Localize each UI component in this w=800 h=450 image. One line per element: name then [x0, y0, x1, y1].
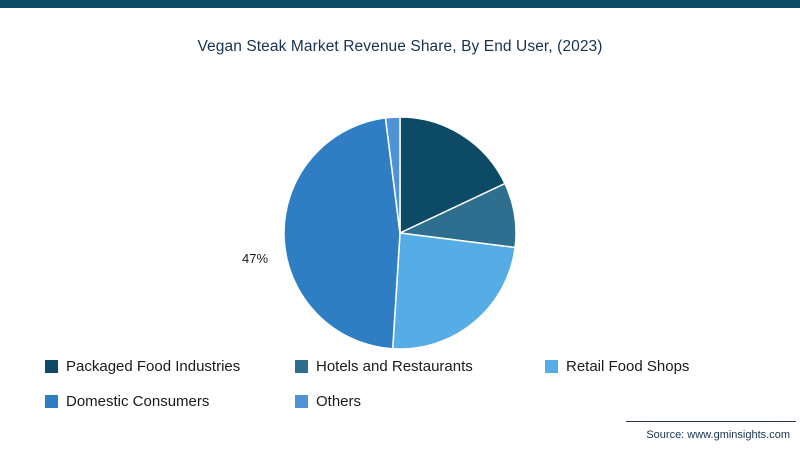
- pie-chart: 47%: [242, 113, 520, 353]
- source-text: Source: www.gminsights.com: [646, 429, 790, 441]
- legend-item-hotels-and-restaurants: Hotels and Restaurants: [295, 356, 545, 376]
- legend-swatch: [545, 359, 558, 373]
- pie-percentage-label: 47%: [242, 251, 269, 266]
- legend-label: Packaged Food Industries: [66, 357, 241, 375]
- legend-item-retail-food-shops: Retail Food Shops: [545, 356, 795, 376]
- legend-item-domestic-consumers: Domestic Consumers: [45, 391, 295, 411]
- source-divider: [626, 421, 796, 422]
- legend-label: Others: [316, 392, 362, 410]
- pie-slice: [283, 117, 401, 350]
- legend-swatch: [295, 394, 308, 408]
- legend-swatch: [295, 359, 308, 373]
- legend-swatch: [45, 394, 58, 408]
- chart-title: Vegan Steak Market Revenue Share, By End…: [197, 38, 603, 55]
- pie-slice: [391, 232, 516, 350]
- legend-label: Domestic Consumers: [66, 392, 210, 410]
- pie-slice: [399, 116, 506, 235]
- pie-slice: [384, 116, 401, 234]
- legend: Packaged Food Industries Hotels and Rest…: [45, 356, 795, 411]
- pie-svg: [283, 116, 517, 350]
- legend-swatch: [45, 359, 58, 373]
- top-accent-bar: [0, 0, 800, 8]
- legend-item-packaged-food-industries: Packaged Food Industries: [45, 356, 295, 376]
- legend-label: Hotels and Restaurants: [316, 357, 473, 375]
- legend-label: Retail Food Shops: [566, 357, 690, 375]
- legend-item-others: Others: [295, 391, 545, 411]
